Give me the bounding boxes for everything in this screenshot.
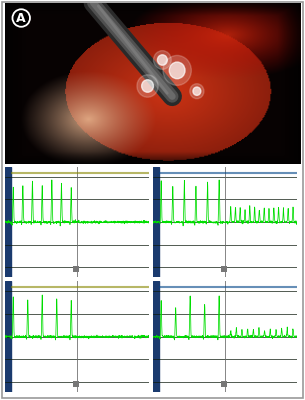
Bar — [5, 167, 11, 278]
Bar — [152, 167, 159, 278]
Text: A: A — [16, 12, 26, 24]
Bar — [5, 282, 11, 392]
Circle shape — [153, 51, 171, 69]
Circle shape — [137, 75, 158, 97]
Bar — [74, 266, 79, 272]
Circle shape — [190, 84, 204, 99]
Circle shape — [142, 80, 153, 92]
Circle shape — [157, 55, 167, 65]
Bar — [221, 266, 227, 272]
Circle shape — [163, 56, 191, 85]
Bar — [152, 282, 159, 392]
Circle shape — [169, 62, 185, 79]
Bar — [74, 381, 79, 387]
Bar — [221, 381, 227, 387]
Circle shape — [193, 87, 201, 95]
